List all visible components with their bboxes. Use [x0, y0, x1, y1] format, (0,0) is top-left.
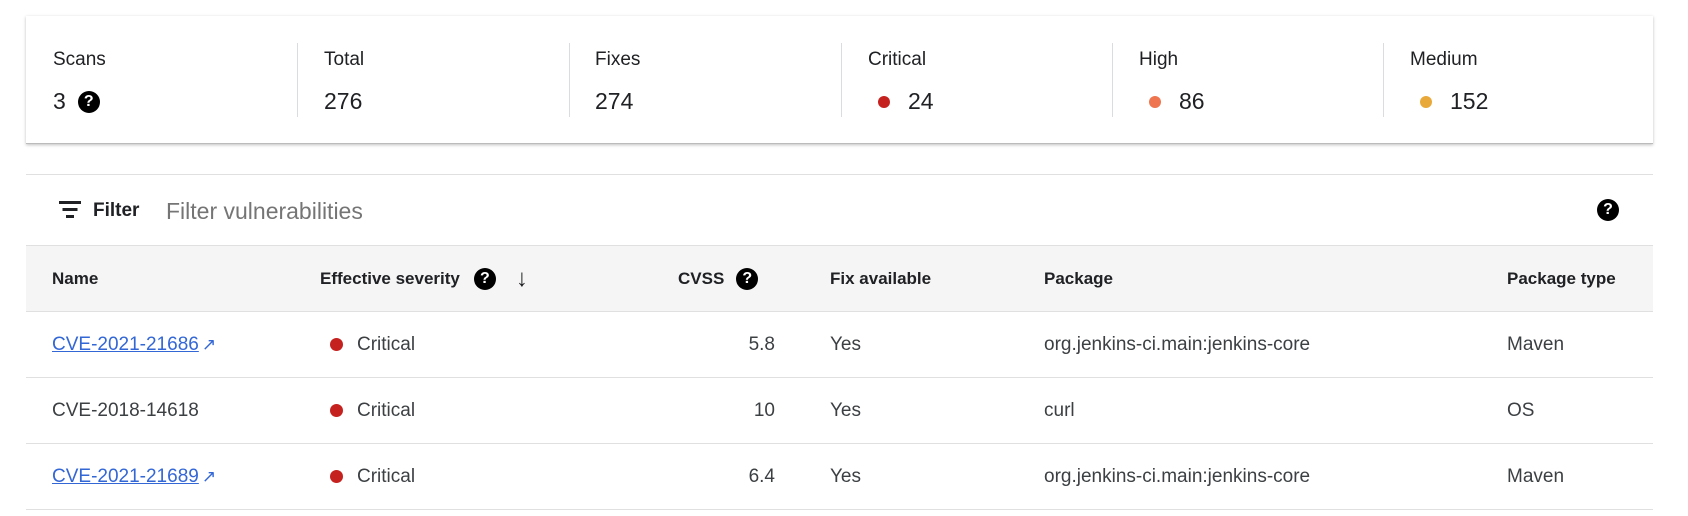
- cvss: 10: [753, 399, 775, 421]
- divider: [569, 43, 570, 117]
- critical-dot-icon: [878, 95, 890, 108]
- package: org.jenkins-ci.main:jenkins-core: [1044, 333, 1311, 355]
- divider: [297, 43, 298, 117]
- divider: [1383, 43, 1384, 117]
- critical-dot-icon: [330, 338, 343, 351]
- severity: Critical: [357, 465, 416, 487]
- arrow-down-icon[interactable]: ↓: [515, 264, 528, 292]
- column-header-package[interactable]: Package: [1044, 268, 1113, 288]
- stat-label: Scans: [53, 49, 106, 70]
- package-type: Maven: [1507, 333, 1565, 355]
- stat-value: 3: [53, 88, 66, 114]
- table-row: CVE-2021-21689 ↗ Critical 6.4 Yes org.jen…: [26, 444, 1653, 510]
- stat-label: Total: [324, 49, 365, 70]
- column-header-fix[interactable]: Fix available: [830, 268, 932, 288]
- stat-label: Fixes: [595, 49, 641, 70]
- cvss: 6.4: [748, 465, 775, 487]
- column-label: Effective severity: [320, 268, 460, 288]
- stat-value: 274: [595, 88, 634, 114]
- divider: [841, 43, 842, 117]
- filter-label[interactable]: Filter: [93, 200, 140, 221]
- help-icon[interactable]: ?: [77, 90, 100, 113]
- divider: [1112, 43, 1113, 117]
- table-row: CVE-2021-21686 ↗ Critical 5.8 Yes org.jen…: [26, 312, 1653, 378]
- fix-available: Yes: [830, 465, 861, 487]
- filter-bar: Filter ?: [26, 174, 1653, 245]
- stat-label: Medium: [1410, 49, 1478, 70]
- stat-value: 24: [908, 88, 934, 114]
- critical-dot-icon: [330, 404, 343, 417]
- package: curl: [1044, 399, 1075, 421]
- cve-link[interactable]: CVE-2021-21689: [52, 465, 199, 487]
- help-icon[interactable]: ?: [1597, 199, 1619, 221]
- table-header: Name Effective severity? ↓ CVSS? Fix avai…: [26, 245, 1653, 312]
- medium-dot-icon: [1420, 95, 1432, 108]
- severity: Critical: [357, 399, 416, 421]
- package-type: OS: [1507, 399, 1535, 421]
- fix-available: Yes: [830, 333, 861, 355]
- external-link-icon[interactable]: ↗: [201, 466, 217, 486]
- help-icon[interactable]: ?: [473, 267, 496, 290]
- package-type: Maven: [1507, 465, 1565, 487]
- stat-label: Critical: [868, 49, 927, 70]
- filter-list-icon[interactable]: [59, 201, 81, 219]
- stat-value: 86: [1179, 88, 1205, 114]
- severity: Critical: [357, 333, 416, 355]
- column-header-name[interactable]: Name: [52, 268, 99, 288]
- stat-value: 152: [1450, 88, 1489, 114]
- column-header-severity[interactable]: Effective severity? ↓: [320, 265, 528, 293]
- fix-available: Yes: [830, 399, 861, 421]
- stat-value: 276: [324, 88, 363, 114]
- summary-card: Scans 3? Total 276 Fixes 274 Critical 24…: [26, 16, 1653, 144]
- column-header-cvss[interactable]: CVSS?: [678, 267, 759, 290]
- high-dot-icon: [1149, 95, 1161, 108]
- critical-dot-icon: [330, 470, 343, 483]
- vulnerabilities-table: Name Effective severity? ↓ CVSS? Fix avai…: [26, 245, 1653, 510]
- help-icon[interactable]: ?: [736, 267, 759, 290]
- table-row: CVE-2018-14618 Critical 10 Yes curl OS: [26, 378, 1653, 444]
- filter-input[interactable]: [166, 195, 966, 227]
- column-label: CVSS: [678, 268, 725, 288]
- external-link-icon[interactable]: ↗: [201, 334, 217, 354]
- cve-link[interactable]: CVE-2021-21686: [52, 333, 199, 355]
- cve-name: CVE-2018-14618: [52, 399, 199, 421]
- stat-label: High: [1139, 49, 1179, 70]
- package: org.jenkins-ci.main:jenkins-core: [1044, 465, 1311, 487]
- cvss: 5.8: [748, 333, 775, 355]
- column-header-package-type[interactable]: Package type: [1507, 268, 1616, 288]
